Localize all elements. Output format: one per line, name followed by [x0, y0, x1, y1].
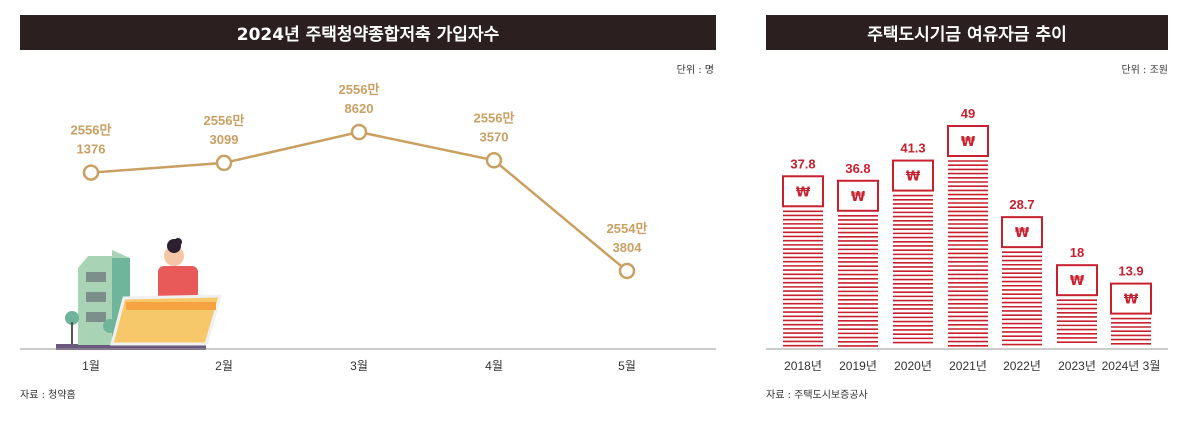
line-point: [618, 262, 636, 280]
won-icon: ₩: [961, 135, 976, 150]
line-chart-title: 2024년 주택청약종합저축 가입자수: [20, 15, 716, 50]
illustration-building-woman-icon: [56, 238, 223, 350]
bar-bill: [892, 159, 934, 192]
point-label-top: 2556만: [71, 123, 112, 138]
x-tick-label: 3월: [350, 359, 368, 373]
bar-bill: [1056, 264, 1098, 297]
bar-value-label: 37.8: [790, 156, 815, 171]
line-point: [215, 154, 233, 172]
bar-bill: [947, 125, 989, 157]
x-tick-label: 2018년: [784, 359, 822, 373]
line-point: [82, 164, 100, 181]
point-label-top: 2556만: [339, 82, 380, 97]
line-point: [350, 123, 368, 141]
line-chart-unit: 단위 : 명: [676, 65, 714, 76]
point-label-bottom: 1376: [77, 142, 106, 157]
won-icon: ₩: [1070, 274, 1085, 289]
x-tick-label: 2021년: [949, 359, 987, 373]
won-icon: ₩: [906, 170, 921, 185]
bar-bill: [1001, 216, 1043, 249]
bar-value-label: 18: [1070, 245, 1084, 260]
bar-value-label: 41.3: [900, 141, 925, 156]
won-icon: ₩: [1015, 226, 1030, 241]
x-tick-label: 2022년: [1003, 359, 1041, 373]
x-tick-label: 2월: [215, 359, 233, 373]
point-label-top: 2556만: [474, 110, 515, 125]
point-label-bottom: 8620: [345, 101, 374, 116]
bar-value-label: 36.8: [845, 161, 870, 176]
point-label-bottom: 3099: [210, 132, 239, 147]
bar-value-label: 28.7: [1009, 197, 1034, 212]
point-label-top: 2556만: [204, 113, 245, 128]
bar-bill: [837, 179, 879, 212]
bar-chart-unit: 단위 : 조원: [1121, 65, 1168, 76]
line-point: [485, 152, 503, 169]
x-tick-label: 1월: [82, 359, 100, 373]
bar-bill: [1110, 282, 1152, 315]
bar-chart-source: 자료 : 주택도시보증공사: [766, 390, 868, 401]
bar-value-label: 49: [961, 106, 975, 121]
point-label-top: 2554만: [607, 221, 648, 236]
bar-chart-title: 주택도시기금 여유자금 추이: [766, 15, 1168, 50]
x-tick-label: 2023년: [1058, 359, 1096, 373]
won-icon: ₩: [1124, 293, 1139, 308]
bar-bill: [782, 175, 824, 208]
x-tick-label: 2019년: [839, 359, 877, 373]
x-tick-label: 2020년: [894, 359, 932, 373]
line-chart-source: 자료 : 청약홈: [20, 390, 76, 401]
won-icon: ₩: [796, 185, 811, 200]
point-label-bottom: 3570: [480, 129, 509, 144]
bar-value-label: 13.9: [1118, 264, 1143, 279]
point-label-bottom: 3804: [613, 240, 643, 255]
won-icon: ₩: [851, 190, 866, 205]
x-tick-label: 4월: [485, 359, 503, 373]
x-tick-label: 5월: [618, 359, 636, 373]
x-tick-label: 2024년 3월: [1102, 359, 1161, 373]
